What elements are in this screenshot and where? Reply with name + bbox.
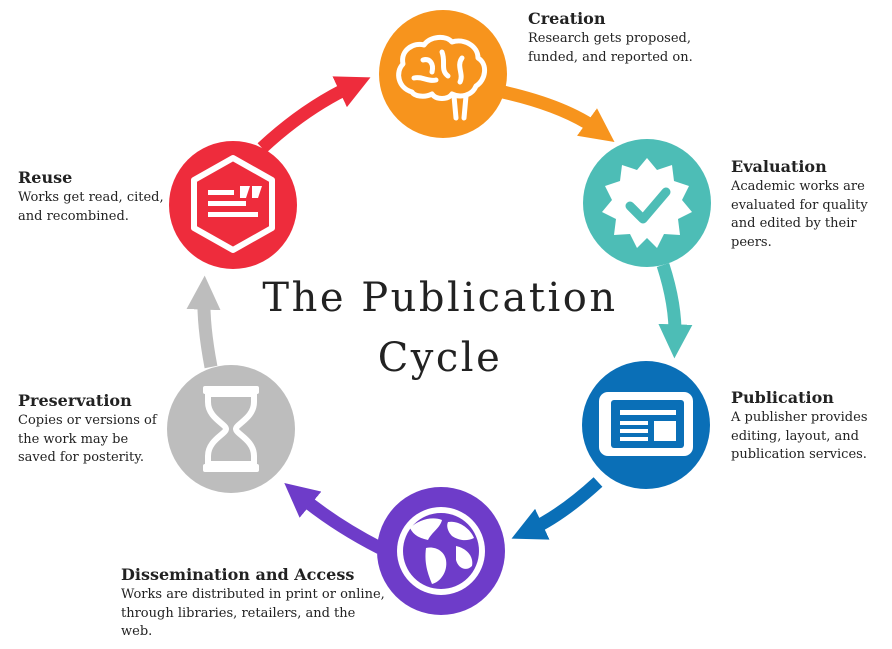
stage-description-creation: Research gets proposed, funded, and repo… [528,31,693,65]
stage-node-evaluation [583,139,711,267]
checkmark-badge-icon [625,187,671,224]
arrow-dissemination-to-preservation [284,482,383,554]
stage-heading-dissemination: Dissemination and Access [121,565,355,584]
stage-heading-reuse: Reuse [18,168,73,187]
quote-document-icon [191,155,275,253]
stage-label-preservation: Preservation Copies or versions of the w… [18,391,158,468]
stage-node-reuse [169,141,297,269]
stage-description-preservation: Copies or versions of the work may be sa… [18,413,157,465]
stage-label-reuse: Reuse Works get read, cited, and recombi… [18,168,178,226]
badge-icon [602,158,692,248]
stage-heading-preservation: Preservation [18,391,132,410]
stage-description-evaluation: Academic works are evaluated for quality… [731,179,868,250]
stage-label-creation: Creation Research gets proposed, funded,… [528,9,718,67]
stage-circle-preservation [167,365,295,493]
brain-icon [396,35,487,121]
stage-node-creation [379,10,507,138]
diagram-title: The Publication Cycle [230,268,650,388]
globe-icon [410,518,474,584]
stage-node-dissemination [377,487,505,615]
arrow-creation-to-evaluation [501,85,615,142]
stage-description-dissemination: Works are distributed in print or online… [121,587,385,639]
arrow-evaluation-to-publication [656,262,693,359]
stage-description-reuse: Works get read, cited, and recombined. [18,190,164,224]
arrow-publication-to-dissemination [511,477,603,540]
stage-heading-publication: Publication [731,388,834,407]
stage-description-publication: A publisher provides editing, layout, an… [731,410,868,462]
arrow-reuse-to-creation [257,76,371,153]
hourglass-icon [203,386,259,472]
stage-label-evaluation: Evaluation Academic works are evaluated … [731,157,881,252]
stage-node-publication [582,361,710,489]
stage-label-dissemination: Dissemination and Access Works are distr… [121,565,386,642]
stage-node-preservation [167,365,295,493]
stage-heading-evaluation: Evaluation [731,157,827,176]
stage-label-publication: Publication A publisher provides editing… [731,388,883,465]
stage-heading-creation: Creation [528,9,606,28]
title-line-2: Cycle [377,335,503,381]
arrow-preservation-to-reuse [186,275,221,369]
document-icon [599,392,693,456]
title-line-1: The Publication [262,275,618,321]
